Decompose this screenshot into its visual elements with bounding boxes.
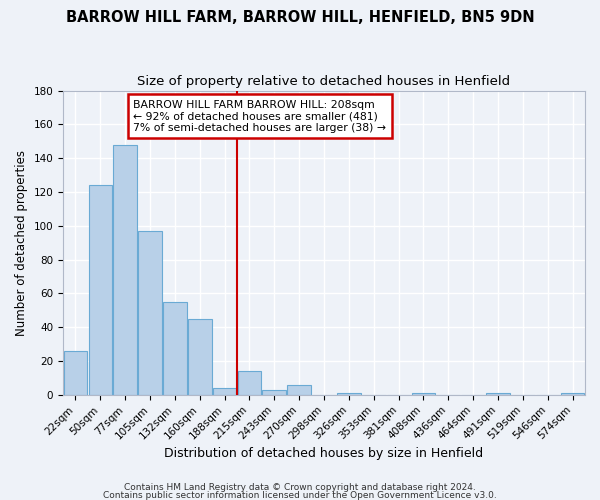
Bar <box>213 388 236 395</box>
Title: Size of property relative to detached houses in Henfield: Size of property relative to detached ho… <box>137 75 511 88</box>
Text: BARROW HILL FARM BARROW HILL: 208sqm
← 92% of detached houses are smaller (481)
: BARROW HILL FARM BARROW HILL: 208sqm ← 9… <box>133 100 386 133</box>
Text: BARROW HILL FARM, BARROW HILL, HENFIELD, BN5 9DN: BARROW HILL FARM, BARROW HILL, HENFIELD,… <box>65 10 535 25</box>
Y-axis label: Number of detached properties: Number of detached properties <box>15 150 28 336</box>
Bar <box>163 302 187 395</box>
Bar <box>89 185 112 395</box>
Bar <box>287 384 311 395</box>
Bar <box>64 351 87 395</box>
Bar <box>262 390 286 395</box>
Bar <box>188 319 212 395</box>
X-axis label: Distribution of detached houses by size in Henfield: Distribution of detached houses by size … <box>164 447 484 460</box>
Bar <box>238 371 261 395</box>
Bar <box>486 393 510 395</box>
Text: Contains public sector information licensed under the Open Government Licence v3: Contains public sector information licen… <box>103 490 497 500</box>
Bar <box>561 393 584 395</box>
Bar <box>138 231 162 395</box>
Bar <box>113 144 137 395</box>
Bar <box>337 393 361 395</box>
Bar <box>412 393 435 395</box>
Text: Contains HM Land Registry data © Crown copyright and database right 2024.: Contains HM Land Registry data © Crown c… <box>124 484 476 492</box>
